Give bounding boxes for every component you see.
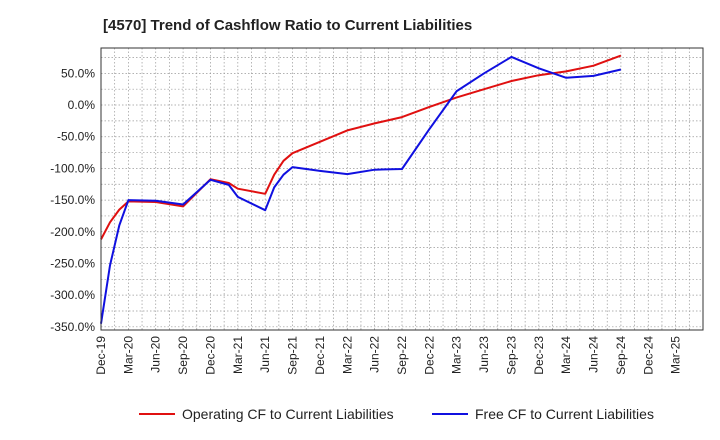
x-tick-label: Jun-24 bbox=[587, 336, 601, 373]
x-tick-label: Jun-21 bbox=[258, 336, 272, 373]
y-tick-label: -150.0% bbox=[50, 193, 95, 207]
x-tick-label: Sep-24 bbox=[614, 336, 628, 375]
legend-label-operating-cf: Operating CF to Current Liabilities bbox=[182, 406, 394, 422]
y-tick-label: -50.0% bbox=[57, 130, 95, 144]
x-tick-label: Dec-24 bbox=[641, 336, 655, 375]
series-line-free-cf bbox=[100, 55, 622, 324]
y-tick-label: 0.0% bbox=[68, 98, 96, 112]
x-tick-label: Dec-20 bbox=[203, 336, 217, 375]
y-tick-label: 50.0% bbox=[61, 66, 95, 80]
x-tick-label: Mar-25 bbox=[669, 336, 683, 374]
series-layer bbox=[100, 54, 622, 324]
y-axis-ticks: 50.0% 0.0% -50.0% -100.0% -150.0% -200.0% -250… bbox=[50, 66, 95, 333]
x-tick-label: Sep-23 bbox=[504, 336, 518, 375]
legend-label-free-cf: Free CF to Current Liabilities bbox=[475, 406, 654, 422]
x-tick-label: Dec-23 bbox=[532, 336, 546, 375]
y-tick-label: -200.0% bbox=[50, 225, 95, 239]
x-tick-label: Jun-23 bbox=[477, 336, 491, 373]
x-tick-label: Sep-20 bbox=[176, 336, 190, 375]
x-tick-label: Mar-23 bbox=[450, 336, 464, 374]
x-tick-label: Mar-20 bbox=[121, 336, 135, 374]
chart-title: [4570] Trend of Cashflow Ratio to Curren… bbox=[103, 17, 472, 34]
x-tick-label: Jun-20 bbox=[149, 336, 163, 373]
x-tick-label: Mar-21 bbox=[231, 336, 245, 374]
x-axis-ticks: Dec-19 Mar-20 Jun-20 Sep-20 Dec-20 Mar-21 Jun-… bbox=[94, 336, 683, 375]
x-tick-label: Sep-21 bbox=[286, 336, 300, 375]
y-tick-label: -300.0% bbox=[50, 288, 95, 302]
y-tick-label: -250.0% bbox=[50, 256, 95, 270]
x-tick-label: Mar-22 bbox=[340, 336, 354, 374]
grid-lines bbox=[100, 48, 704, 330]
x-tick-label: Jun-22 bbox=[368, 336, 382, 373]
y-tick-label: -350.0% bbox=[50, 320, 95, 334]
x-tick-label: Mar-24 bbox=[559, 336, 573, 374]
x-tick-label: Dec-22 bbox=[422, 336, 436, 375]
plot-frame bbox=[100, 47, 704, 331]
x-tick-label: Dec-19 bbox=[94, 336, 108, 375]
y-tick-label: -100.0% bbox=[50, 161, 95, 175]
x-tick-label: Dec-21 bbox=[313, 336, 327, 375]
legend: Operating CF to Current Liabilities Free… bbox=[139, 406, 654, 422]
series-line-operating-cf bbox=[100, 54, 622, 240]
x-tick-label: Sep-22 bbox=[395, 336, 409, 375]
